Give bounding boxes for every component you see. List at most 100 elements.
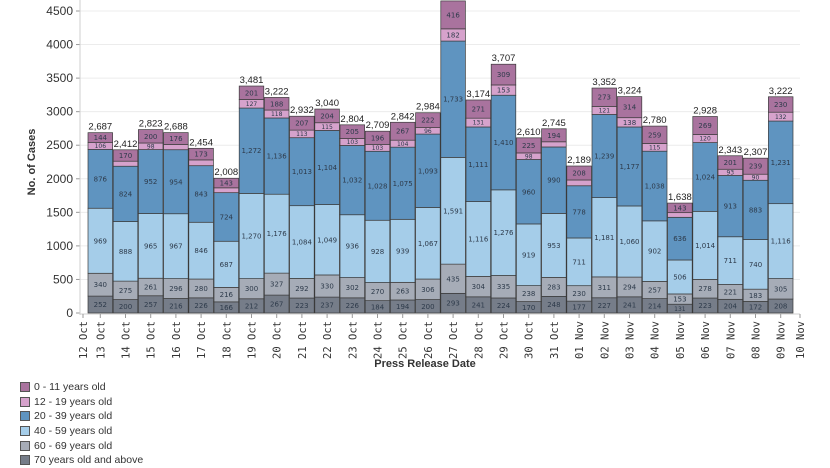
segment-label: 230	[572, 290, 585, 298]
segment-label: 846	[194, 247, 208, 255]
segment-label: 143	[673, 204, 686, 212]
bar-segment	[742, 157, 769, 175]
segment-label: 115	[321, 124, 333, 131]
segment-label: 724	[220, 213, 234, 221]
segment-label: 1,013	[292, 168, 312, 176]
segment-label: 223	[698, 302, 711, 310]
segment-label: 1,591	[443, 207, 463, 215]
segment-label: 90	[752, 174, 760, 181]
stacked-bar-chart: 0 500 1000 1500 2000 2500 3000 3500 4000 4500 252…	[26, 0, 807, 370]
segment-label: 902	[648, 248, 661, 256]
bar-segment	[616, 126, 643, 207]
segment-label: 271	[472, 106, 485, 114]
bar-segment	[264, 193, 290, 274]
y-tick-label: 500	[53, 272, 73, 286]
bar-segment	[742, 239, 769, 290]
segment-label: 103	[347, 139, 359, 146]
x-tick-label: 12 Oct	[78, 321, 90, 359]
segment-label: 237	[320, 302, 333, 310]
bar-segment	[440, 40, 466, 158]
segment-label: 200	[421, 303, 434, 311]
legend-swatch	[20, 440, 30, 451]
segment-label: 212	[245, 302, 258, 310]
segment-label: 275	[119, 287, 132, 295]
total-label: 3,707	[492, 53, 516, 64]
segment-label: 188	[270, 100, 283, 108]
segment-label: 131	[473, 120, 485, 127]
segment-label: 1,231	[771, 159, 791, 167]
segment-label: 201	[245, 89, 258, 97]
segment-label: 214	[648, 302, 662, 310]
segment-label: 293	[446, 300, 459, 308]
legend-label: 40 - 59 years old	[34, 425, 113, 438]
segment-label: 132	[775, 114, 787, 121]
legend-item-70-plus[interactable]: 70 years old and above	[20, 453, 143, 468]
bar-segment	[138, 129, 164, 144]
x-tick-label: 04 Nov	[650, 321, 662, 359]
segment-label: 278	[698, 285, 711, 293]
segment-label: 1,104	[317, 164, 338, 172]
bar-segment	[768, 96, 794, 113]
legend-swatch	[20, 382, 30, 393]
segment-label: 248	[547, 301, 560, 309]
segment-label: 1,270	[241, 233, 261, 241]
bar-segment	[87, 132, 113, 143]
x-axis-title: Press Release Date	[374, 358, 476, 370]
segment-label: 267	[396, 128, 409, 136]
segment-label: 1,136	[267, 153, 288, 161]
x-tick-label: 10 Nov	[795, 321, 807, 359]
segment-label: 294	[623, 283, 637, 291]
legend-item-0-11[interactable]: 0 - 11 years old	[20, 380, 143, 395]
segment-label: 241	[623, 301, 636, 309]
segment-label: 1,733	[443, 96, 463, 104]
total-label: 2,745	[542, 118, 566, 129]
segment-label: 263	[396, 288, 409, 296]
bar-segment	[264, 117, 290, 195]
bar-stack-09-nov: 208 305 1,116 1,231 132 230 3,222	[768, 86, 794, 314]
bar-stack-17-oct: 226 280 846 843 173 2,454	[188, 137, 214, 314]
segment-label: 222	[421, 117, 434, 125]
segment-label: 302	[346, 284, 359, 292]
legend-item-20-39[interactable]: 20 - 39 years old	[20, 409, 143, 424]
bar-segment	[390, 121, 416, 141]
segment-label: 204	[724, 303, 738, 311]
bar-segment	[667, 216, 693, 261]
segment-label: 166	[220, 304, 234, 312]
bar-segment	[390, 218, 416, 283]
segment-label: 939	[396, 247, 409, 255]
segment-label: 204	[320, 112, 334, 120]
y-tick-label: 2500	[46, 138, 73, 152]
segment-label: 1,410	[493, 139, 513, 147]
bar-segment	[692, 142, 718, 212]
segment-label: 131	[674, 306, 686, 313]
segment-label: 919	[522, 251, 535, 259]
legend-swatch	[20, 426, 30, 437]
bar-segment	[364, 219, 391, 283]
segment-label: 327	[270, 281, 283, 289]
bar-segment	[314, 108, 340, 124]
segment-label: 200	[119, 303, 132, 311]
total-label: 2,804	[340, 114, 364, 125]
total-label: 2,008	[214, 167, 238, 178]
bar-segment	[112, 160, 139, 167]
bar-segment	[566, 165, 592, 181]
y-tick-label: 2000	[46, 172, 73, 186]
legend-swatch	[20, 411, 30, 422]
legend-item-40-59[interactable]: 40 - 59 years old	[20, 424, 143, 439]
bar-segment	[314, 204, 340, 276]
bar-segment	[541, 146, 567, 214]
segment-label: 201	[724, 159, 737, 167]
bar-segment	[289, 205, 315, 279]
segment-label: 98	[525, 153, 533, 160]
bar-segment	[163, 213, 189, 279]
segment-label: 1,176	[267, 230, 288, 238]
legend-item-12-19[interactable]: 12 - 19 years old	[20, 395, 143, 410]
segment-label: 1,111	[468, 161, 488, 169]
total-label: 3,224	[618, 86, 642, 97]
segment-label: 335	[497, 283, 510, 291]
segment-label: 1,177	[619, 163, 639, 171]
y-tick-label: 3000	[46, 105, 73, 119]
total-label: 3,222	[769, 86, 793, 97]
legend-item-60-69[interactable]: 60 - 69 years old	[20, 438, 143, 453]
